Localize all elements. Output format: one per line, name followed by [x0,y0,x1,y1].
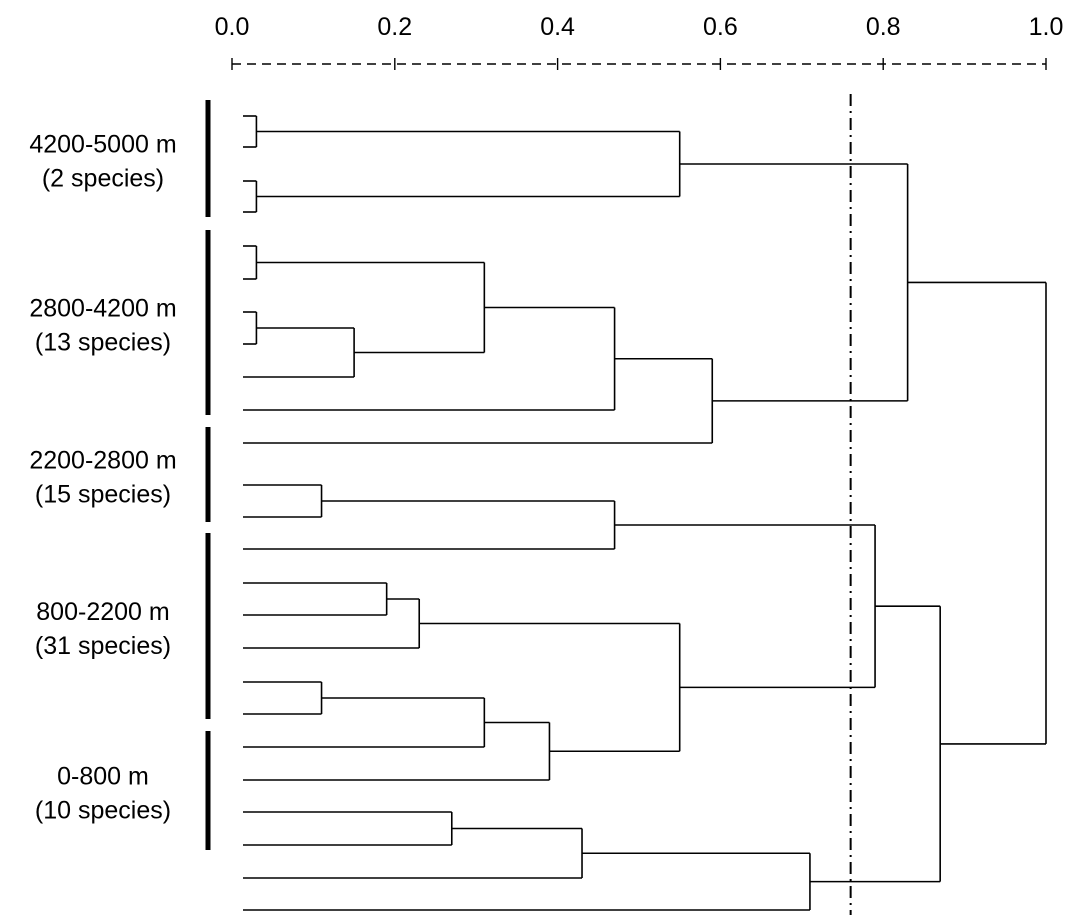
group-name: 0-800 m [57,763,149,791]
group-name: 800-2200 m [36,598,169,626]
tick-label: 0.2 [377,13,412,41]
elevation-groups: 4200-5000 m (2 species) 2800-4200 m (13 spe… [29,100,211,850]
similarity-axis: 0.0 0.2 0.4 0.6 0.8 1.0 [215,13,1064,70]
tick-label: 1.0 [1029,13,1064,41]
group-name: 2200-2800 m [29,447,176,475]
tick-label: 0.8 [866,13,901,41]
dendrogram-tree [243,115,1047,911]
group-species-count: (10 species) [35,797,171,825]
group-species-count: (13 species) [35,329,171,357]
tick-label: 0.6 [703,13,738,41]
group-species-count: (2 species) [42,165,164,193]
group-name: 2800-4200 m [29,295,176,323]
group-name: 4200-5000 m [29,131,176,159]
group-species-count: (31 species) [35,632,171,660]
tick-label: 0.0 [215,13,250,41]
tick-label: 0.4 [540,13,575,41]
group-species-count: (15 species) [35,481,171,509]
